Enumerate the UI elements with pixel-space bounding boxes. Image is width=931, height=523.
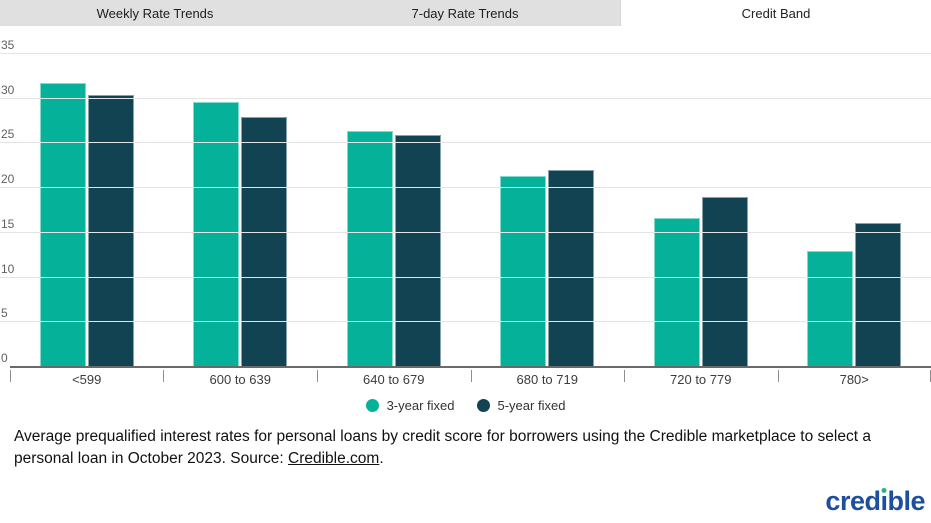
legend-dot-icon [365,399,379,412]
bar-group-6 [778,53,931,366]
gridline-30 [0,97,931,99]
x-axis-tick [470,370,472,382]
legend-item-5-year-fixed: 5-year fixed [476,398,566,413]
gridline-5 [0,321,931,323]
x-axis: <599 600 to 639 640 to 679 680 to 719 720 to… [10,366,931,390]
bar-5-year-fixed[interactable] [855,222,902,366]
bar-3-year-fixed[interactable] [39,83,86,366]
bar-5-year-fixed[interactable] [394,135,441,366]
bar-5-year-fixed[interactable] [701,196,748,366]
chart-legend: 3-year fixed 5-year fixed [0,398,931,413]
x-axis-tick [623,370,625,382]
chart-caption: Average prequalified interest rates for … [14,426,915,470]
x-axis-labels: <599 600 to 639 640 to 679 680 to 719 720 to… [10,368,931,390]
legend-dot-icon [476,399,490,412]
bar-3-year-fixed[interactable] [346,130,393,366]
bar-group-4 [471,53,625,366]
gridline-15 [0,231,931,233]
y-axis-tick-label: 20 [1,172,15,187]
logo-text-part2: ble [887,486,925,516]
bar-group-3 [317,53,471,366]
tab-7day-rate-trends[interactable]: 7-day Rate Trends [411,5,519,21]
bar-chart-plot-area: 0 5 10 15 20 25 30 35 [0,39,931,366]
gridline-10 [0,276,931,278]
y-axis-tick-label: 15 [1,216,15,231]
y-axis-tick-label: 25 [1,127,15,142]
logo-green-dot-icon [881,488,887,493]
x-axis-category-label: 640 to 679 [363,371,425,387]
x-axis-category-label: <599 [72,371,102,387]
gridline-20 [0,187,931,189]
legend-label: 3-year fixed [386,398,455,413]
caption-suffix: . [379,450,384,467]
tab-weekly-rate-trends[interactable]: Weekly Rate Trends [96,5,214,21]
x-axis-tick [163,370,165,382]
bar-5-year-fixed[interactable] [87,95,134,366]
bar-5-year-fixed[interactable] [241,117,288,366]
caption-text: Average prequalified interest rates for … [14,428,871,467]
gridline-25 [0,142,931,144]
x-axis-tick [777,370,779,382]
y-axis-tick-label: 10 [1,261,15,276]
x-axis-category-label: 780> [839,371,869,387]
bar-5-year-fixed[interactable] [548,170,595,366]
bar-groups [10,53,931,366]
y-axis-tick-label: 30 [1,82,15,97]
x-axis-tick [316,370,318,382]
bar-group-1 [10,53,164,366]
bar-3-year-fixed[interactable] [807,250,854,366]
tab-bar: Weekly Rate Trends 7-day Rate Trends Cre… [0,0,931,26]
y-axis-tick-label: 35 [1,38,15,52]
credible-source-link[interactable]: Credible.com [288,450,380,467]
bar-3-year-fixed[interactable] [500,175,547,366]
x-axis-category-label: 720 to 779 [670,371,732,387]
y-axis-tick-label: 0 [1,351,8,365]
x-axis-tick [10,370,11,382]
x-axis-category-label: 600 to 639 [209,371,271,387]
logo-text-part1: cred [825,486,881,516]
logo-letter-i: ı [880,486,888,516]
bar-group-5 [624,53,778,366]
y-axis-tick-label: 5 [1,306,8,321]
tab-credit-band[interactable]: Credit Band [620,0,931,26]
bar-3-year-fixed[interactable] [653,218,700,366]
gridline-35 [0,53,931,54]
bar-group-2 [164,53,318,366]
legend-label: 5-year fixed [497,398,566,413]
x-axis-category-label: 680 to 719 [516,371,578,387]
credible-logo[interactable]: credı ble [825,486,925,517]
legend-item-3-year-fixed: 3-year fixed [365,398,455,413]
